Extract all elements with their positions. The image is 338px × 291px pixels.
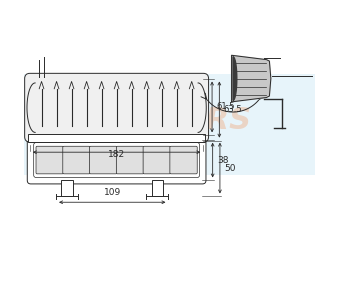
Bar: [24, 74, 314, 175]
Text: 182: 182: [108, 150, 125, 159]
FancyBboxPatch shape: [143, 146, 170, 174]
Text: 38: 38: [217, 156, 228, 164]
Text: 109: 109: [104, 188, 121, 197]
Text: 63.5: 63.5: [224, 105, 242, 114]
Text: BOWERS: BOWERS: [102, 107, 251, 136]
Bar: [28, 134, 205, 142]
Polygon shape: [233, 57, 237, 100]
FancyBboxPatch shape: [170, 146, 197, 174]
Text: 50: 50: [224, 164, 236, 173]
Text: 61.5: 61.5: [216, 102, 235, 111]
Bar: [151, 180, 163, 196]
FancyBboxPatch shape: [36, 146, 63, 174]
FancyBboxPatch shape: [25, 73, 209, 142]
FancyBboxPatch shape: [27, 136, 206, 184]
FancyBboxPatch shape: [34, 143, 199, 178]
Bar: [61, 180, 73, 196]
FancyBboxPatch shape: [116, 146, 144, 174]
FancyBboxPatch shape: [90, 146, 117, 174]
FancyBboxPatch shape: [63, 146, 90, 174]
Polygon shape: [232, 55, 271, 102]
